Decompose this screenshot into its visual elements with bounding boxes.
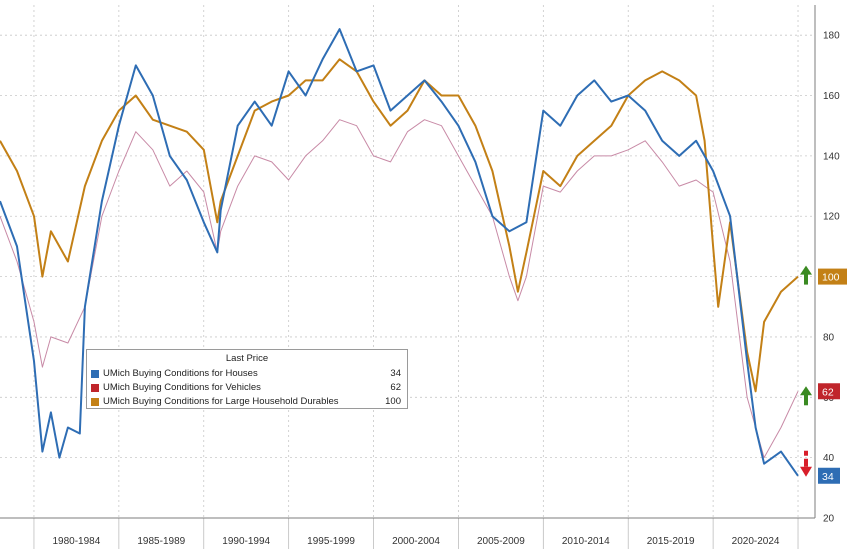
legend-label-vehicles: UMich Buying Conditions for Vehicles — [103, 382, 261, 393]
y-tick-label: 180 — [823, 31, 840, 42]
x-tick-label: 1980-1984 — [52, 536, 100, 547]
last-value-label: 100 — [822, 272, 840, 284]
up-arrow-icon — [800, 386, 812, 406]
legend-value-durables: 100 — [385, 396, 401, 407]
x-tick-label: 2010-2014 — [562, 536, 610, 547]
y-tick-label: 80 — [823, 332, 835, 343]
x-tick-label: 2015-2019 — [647, 536, 695, 547]
legend-swatch-houses — [91, 369, 99, 378]
y-tick-label: 160 — [823, 91, 840, 102]
x-tick-label: 1985-1989 — [137, 536, 185, 547]
last-value-tag — [818, 467, 840, 484]
x-tick-label: 1995-1999 — [307, 536, 355, 547]
y-tick-label: 140 — [823, 151, 840, 162]
legend-label-durables: UMich Buying Conditions for Large Househ… — [103, 396, 339, 407]
legend-value-vehicles: 62 — [390, 382, 401, 393]
last-value-label: 62 — [822, 386, 834, 398]
legend-item-durables: UMich Buying Conditions for Large Househ… — [91, 395, 401, 408]
legend-swatch-durables — [91, 397, 99, 406]
last-value-tag — [818, 268, 847, 285]
last-value-markers: 100 62 34 — [800, 265, 847, 484]
last-value-label: 34 — [822, 471, 834, 483]
tick-labels: 204060801001201401601801980-19841985-198… — [52, 31, 840, 547]
axes — [0, 5, 816, 549]
legend: Last Price UMich Buying Conditions for H… — [86, 349, 408, 409]
x-tick-label: 2005-2009 — [477, 536, 525, 547]
legend-value-houses: 34 — [390, 368, 401, 379]
y-tick-label: 120 — [823, 212, 840, 223]
down-arrow-icon — [800, 450, 812, 477]
series-lines — [0, 28, 799, 477]
last-value-tag — [818, 383, 840, 400]
y-tick-label: 20 — [823, 514, 835, 525]
series-line-durables — [0, 58, 799, 393]
x-tick-label: 2000-2004 — [392, 536, 440, 547]
legend-swatch-vehicles — [91, 383, 99, 392]
x-tick-label: 1990-1994 — [222, 536, 270, 547]
legend-label-houses: UMich Buying Conditions for Houses — [103, 368, 258, 379]
legend-item-vehicles: UMich Buying Conditions for Vehicles 62 — [91, 381, 401, 394]
y-tick-label: 40 — [823, 453, 835, 464]
legend-item-houses: UMich Buying Conditions for Houses 34 — [91, 367, 401, 380]
series-line-vehicles — [0, 119, 799, 459]
series-line-houses — [0, 28, 799, 477]
x-tick-label: 2020-2024 — [732, 536, 780, 547]
legend-title: Last Price — [225, 353, 269, 364]
up-arrow-icon — [800, 265, 812, 285]
